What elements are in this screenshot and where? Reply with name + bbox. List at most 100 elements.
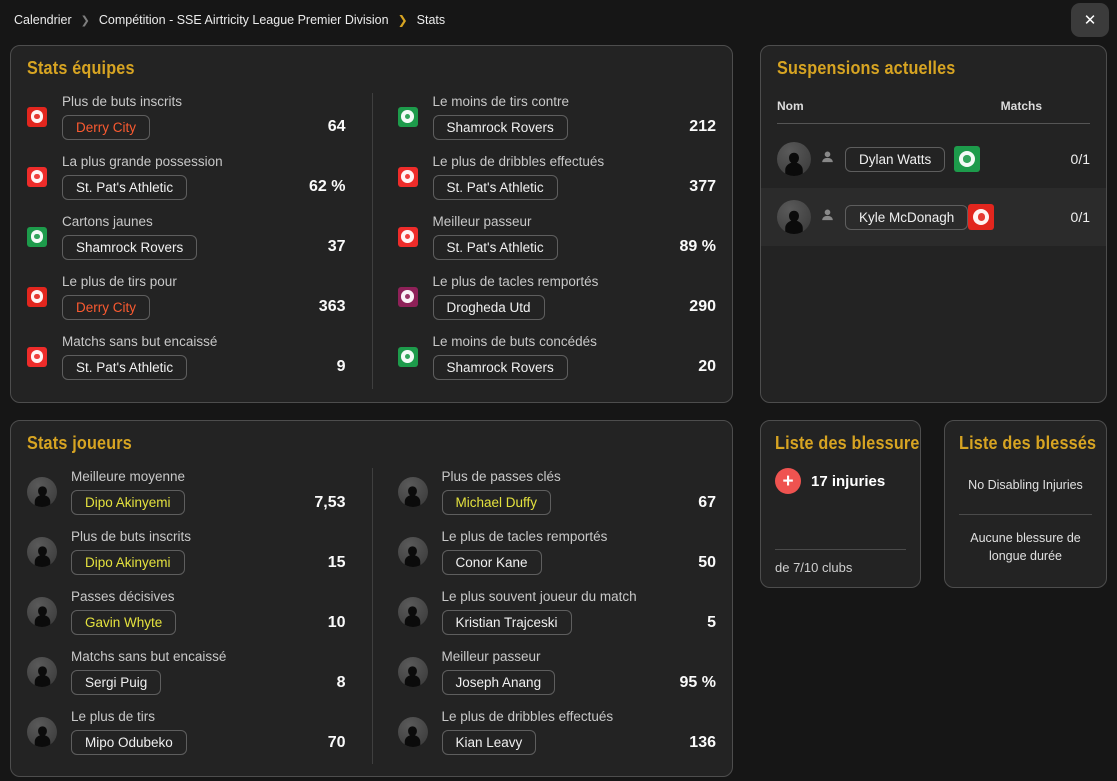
team-name: Shamrock Rovers xyxy=(446,359,554,375)
player-stat-row: Le plus souvent joueur du match Kristian… xyxy=(397,588,716,636)
stat-value: 15 xyxy=(327,554,346,571)
stat-value: 290 xyxy=(689,298,716,315)
team-name: St. Pat's Athletic xyxy=(446,239,544,255)
disabled-list-panel: Liste des blessés No Disabling Injuries … xyxy=(944,420,1107,588)
stat-label: Le plus de tacles remportés xyxy=(432,273,599,289)
team-link-shamrock-rovers[interactable]: Shamrock Rovers xyxy=(432,354,568,380)
breadcrumb: Calendrier ❯ Compétition - SSE Airtricit… xyxy=(0,0,1117,40)
team-stat-row: Le plus de dribbles effectués St. Pat's … xyxy=(397,153,716,200)
player-stat-row: Le plus de tacles remportés Conor Kane 5… xyxy=(397,528,716,576)
team-badge-shamrock-rovers xyxy=(397,346,418,367)
player-avatar-icon xyxy=(27,597,57,627)
suspensions-table-header: Nom Matchs xyxy=(761,79,1106,123)
chevron-right-icon: ❯ xyxy=(80,14,90,27)
stat-label: Le moins de buts concédés xyxy=(432,333,597,349)
breadcrumb-calendrier[interactable]: Calendrier xyxy=(14,13,72,27)
stat-label: Le plus de tirs xyxy=(71,709,156,724)
player-link-dipo-akinyemi[interactable]: Dipo Akinyemi xyxy=(71,490,185,515)
chevron-right-icon-active: ❯ xyxy=(397,13,408,27)
stat-value: 363 xyxy=(318,298,346,315)
player-avatar-icon xyxy=(27,717,57,747)
player-stats-col-right: Plus de passes clés Michael Duffy 67 Le … xyxy=(397,468,716,768)
no-disabling-injuries-text: No Disabling Injuries xyxy=(968,478,1083,492)
player-stats-title: Stats joueurs xyxy=(27,433,132,453)
injury-list-panel: Liste des blessures + 17 injuries de 7/1… xyxy=(760,420,921,588)
divider xyxy=(959,514,1092,515)
team-link-derry-city[interactable]: Derry City xyxy=(62,294,150,320)
team-badge-st-pats-athletic xyxy=(27,346,47,367)
player-name: Kristian Trajceski xyxy=(455,615,558,630)
player-link-conor-kane[interactable]: Conor Kane xyxy=(441,550,542,575)
team-stat-row: Le plus de tacles remportés Drogheda Utd… xyxy=(397,273,716,320)
injury-list-title: Liste des blessures xyxy=(775,433,921,453)
stat-label: Le plus souvent joueur du match xyxy=(441,589,637,604)
stat-label: Meilleur passeur xyxy=(441,649,541,664)
breadcrumb-stats: Stats xyxy=(416,13,446,27)
player-link-kristian-trajceski[interactable]: Kristian Trajceski xyxy=(441,610,572,635)
player-link-dipo-akinyemi[interactable]: Dipo Akinyemi xyxy=(71,550,185,575)
team-link-st-pats-athletic[interactable]: St. Pat's Athletic xyxy=(62,174,188,200)
team-link-drogheda-utd[interactable]: Drogheda Utd xyxy=(432,294,545,320)
stat-value: 7,53 xyxy=(314,494,346,511)
stat-value: 8 xyxy=(336,674,346,691)
player-link-dylan-watts[interactable]: Dylan Watts xyxy=(845,146,946,172)
player-avatar-icon xyxy=(27,477,57,507)
player-stat-row: Meilleure moyenne Dipo Akinyemi 7,53 xyxy=(27,468,346,516)
player-stat-row: Meilleur passeur Joseph Anang 95 % xyxy=(397,648,716,696)
player-link-mipo-odubeko[interactable]: Mipo Odubeko xyxy=(71,730,187,755)
player-avatar-icon xyxy=(397,657,428,687)
stat-label: Le plus de tirs pour xyxy=(62,273,177,289)
stat-value: 67 xyxy=(698,494,716,511)
team-link-st-pats-athletic[interactable]: St. Pat's Athletic xyxy=(432,174,558,200)
player-stats-col-left: Meilleure moyenne Dipo Akinyemi 7,53 Plu… xyxy=(27,468,346,768)
player-name: Kian Leavy xyxy=(455,735,523,750)
no-long-term-injury-text: Aucune blessure de longue durée xyxy=(970,531,1081,564)
team-link-derry-city[interactable]: Derry City xyxy=(62,114,150,140)
team-badge-shamrock-rovers xyxy=(27,226,47,247)
player-link-gavin-whyte[interactable]: Gavin Whyte xyxy=(71,610,177,635)
breadcrumb-competition[interactable]: Compétition - SSE Airtricity League Prem… xyxy=(98,13,389,27)
team-stats-col-left: Plus de buts inscrits Derry City 64 La p… xyxy=(27,93,346,393)
team-stat-row: Le moins de buts concédés Shamrock Rover… xyxy=(397,333,716,380)
team-link-st-pats-athletic[interactable]: St. Pat's Athletic xyxy=(432,234,558,260)
team-link-shamrock-rovers[interactable]: Shamrock Rovers xyxy=(62,234,198,260)
stat-label: Matchs sans but encaissé xyxy=(62,333,218,349)
team-badge-st-pats-athletic xyxy=(397,226,418,247)
team-link-shamrock-rovers[interactable]: Shamrock Rovers xyxy=(432,114,568,140)
team-stat-row: Meilleur passeur St. Pat's Athletic 89 % xyxy=(397,213,716,260)
team-link-st-pats-athletic[interactable]: St. Pat's Athletic xyxy=(62,354,188,380)
player-link-joseph-anang[interactable]: Joseph Anang xyxy=(441,670,556,695)
player-link-kyle-mcdonagh[interactable]: Kyle McDonagh xyxy=(845,204,969,230)
player-avatar-icon xyxy=(397,537,428,567)
player-avatar-icon xyxy=(397,597,428,627)
team-name: St. Pat's Athletic xyxy=(446,179,544,195)
stat-value: 9 xyxy=(336,358,346,375)
team-name: Derry City xyxy=(76,299,136,315)
player-avatar-icon xyxy=(397,477,428,507)
team-stats-panel: Stats équipes Plus de buts inscrits Derr… xyxy=(10,45,733,403)
player-name: Dipo Akinyemi xyxy=(85,495,171,510)
stat-label: Matchs sans but encaissé xyxy=(71,649,227,664)
player-name: Kyle McDonagh xyxy=(859,209,955,225)
player-name: Michael Duffy xyxy=(455,495,538,510)
stat-value: 136 xyxy=(689,734,716,751)
team-stat-row: Cartons jaunes Shamrock Rovers 37 xyxy=(27,213,346,260)
player-name: Sergi Puig xyxy=(85,675,148,690)
player-link-michael-duffy[interactable]: Michael Duffy xyxy=(441,490,552,515)
injury-count: 17 injuries xyxy=(811,472,886,490)
player-stat-row: Plus de passes clés Michael Duffy 67 xyxy=(397,468,716,516)
stat-label: Meilleur passeur xyxy=(432,213,532,229)
player-stats-panel: Stats joueurs Meilleure moyenne Dipo Aki… xyxy=(10,420,733,777)
injury-summary[interactable]: + 17 injuries xyxy=(775,468,906,494)
header-divider xyxy=(777,123,1090,124)
close-button[interactable]: ✕ xyxy=(1071,3,1109,37)
team-stat-row: Le plus de tirs pour Derry City 363 xyxy=(27,273,346,320)
team-stats-col-right: Le moins de tirs contre Shamrock Rovers … xyxy=(397,93,716,393)
stat-label: Cartons jaunes xyxy=(62,213,153,229)
player-avatar-icon xyxy=(27,657,57,687)
stat-label: Plus de passes clés xyxy=(441,469,561,484)
player-link-kian-leavy[interactable]: Kian Leavy xyxy=(441,730,537,755)
team-badge-derry-city xyxy=(27,106,47,127)
player-link-sergi-puig[interactable]: Sergi Puig xyxy=(71,670,162,695)
person-icon xyxy=(820,207,835,227)
